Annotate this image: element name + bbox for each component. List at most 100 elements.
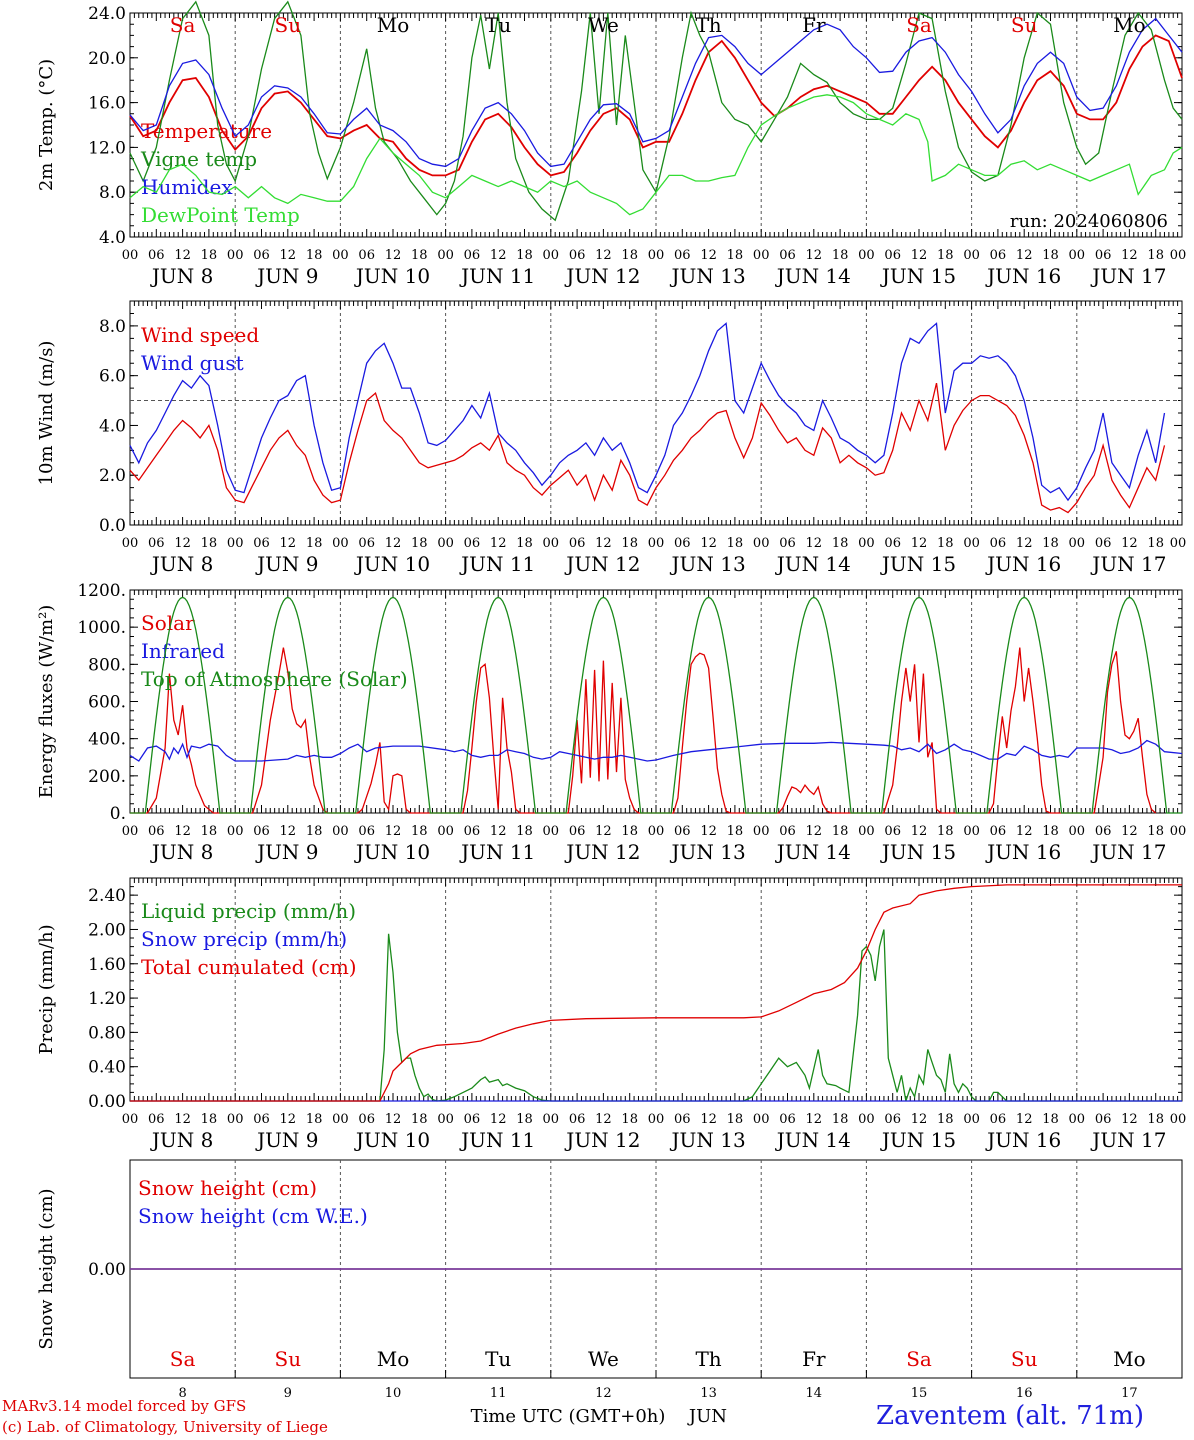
- temp-hour-label: 06: [674, 248, 691, 263]
- precip-y-tick-label: 0.80: [88, 1023, 126, 1043]
- precip-hour-label: 00: [543, 1112, 560, 1127]
- wind-hour-label: 00: [332, 536, 349, 551]
- energy-hour-label: 18: [937, 824, 954, 839]
- energy-hour-label: 18: [201, 824, 218, 839]
- temp-hour-label: 06: [990, 248, 1007, 263]
- precip-date-label: JUN 15: [880, 1128, 956, 1152]
- temp-hour-label: 06: [464, 248, 481, 263]
- precip-hour-label: 18: [306, 1112, 323, 1127]
- precip-hour-label: 06: [1095, 1112, 1112, 1127]
- wind-hour-label: 12: [911, 536, 928, 551]
- temp-hour-label: 12: [700, 248, 717, 263]
- energy-hour-label: 18: [727, 824, 744, 839]
- precip-hour-label: 18: [727, 1112, 744, 1127]
- energy-y-tick-label: 200.: [88, 767, 126, 787]
- energy-hour-label: 12: [595, 824, 612, 839]
- precip-hour-label: 12: [806, 1112, 823, 1127]
- temp-series-temperature: [129, 34, 1183, 177]
- energy-date-label: JUN 10: [354, 840, 430, 864]
- energy-hour-label: 00: [332, 824, 349, 839]
- temp-legend-0: Temperature: [141, 119, 272, 143]
- wind-y-tick-label: 0.0: [99, 516, 126, 536]
- bottom-day-number: 15: [911, 1386, 928, 1401]
- temp-hour-label: 06: [1095, 248, 1112, 263]
- precip-hour-label: 18: [201, 1112, 218, 1127]
- energy-legend-1: Infrared: [141, 639, 225, 663]
- temp-series-humidex: [129, 17, 1183, 168]
- precip-hour-label: 00: [1069, 1112, 1086, 1127]
- precip-hour-label: 06: [358, 1112, 375, 1127]
- precip-date-label: JUN 17: [1090, 1128, 1166, 1152]
- energy-date-label: JUN 17: [1090, 840, 1166, 864]
- energy-y-tick-label: 400.: [88, 730, 126, 750]
- temp-hour-label: 00: [1069, 248, 1086, 263]
- temp-hour-label: 18: [1147, 248, 1164, 263]
- temp-hour-label: 00: [122, 248, 139, 263]
- energy-hour-label: 18: [1042, 824, 1059, 839]
- precip-y-tick-label: 0.00: [88, 1092, 126, 1112]
- top-weekday-label: Mo: [377, 13, 410, 37]
- wind-hour-label: 06: [674, 536, 691, 551]
- top-weekday-label: We: [588, 13, 619, 37]
- energy-date-label: JUN 16: [985, 840, 1061, 864]
- energy-hour-label: 18: [832, 824, 849, 839]
- x-axis-month: JUN: [687, 1406, 727, 1427]
- temp-hour-label: 18: [621, 248, 638, 263]
- precip-date-label: JUN 14: [775, 1128, 851, 1152]
- bottom-day-number: 16: [1016, 1386, 1033, 1401]
- bottom-weekday-label: Mo: [377, 1347, 410, 1371]
- snow-y-tick-label: 0.00: [88, 1260, 126, 1280]
- energy-hour-label: 06: [253, 824, 270, 839]
- precip-hour-label: 18: [1147, 1112, 1164, 1127]
- wind-series-wind-gust: [129, 322, 1166, 502]
- wind-hour-label: 00: [753, 536, 770, 551]
- bottom-day-number: 11: [490, 1386, 507, 1401]
- wind-hour-label: 00: [437, 536, 454, 551]
- precip-hour-label: 18: [516, 1112, 533, 1127]
- energy-hour-label: 12: [280, 824, 297, 839]
- energy-date-label: JUN 11: [459, 840, 535, 864]
- energy-date-label: JUN 14: [775, 840, 851, 864]
- wind-y-minor-ticks: [130, 300, 1182, 526]
- precip-y-tick-label: 1.20: [88, 989, 126, 1009]
- temp-hour-label: 06: [148, 248, 165, 263]
- energy-hour-label: 18: [1147, 824, 1164, 839]
- precip-date-label: JUN 12: [564, 1128, 640, 1152]
- precip-series-liquid-precip-mm-h-: [130, 929, 1182, 1102]
- bottom-day-number: 10: [385, 1386, 402, 1401]
- precip-hour-label: 00: [648, 1112, 665, 1127]
- energy-hour-label: 12: [700, 824, 717, 839]
- energy-legend-0: Solar: [141, 611, 195, 635]
- temp-hour-label: 18: [306, 248, 323, 263]
- precip-date-label: JUN 8: [150, 1128, 213, 1152]
- energy-legend-2: Top of Atmosphere (Solar): [141, 667, 408, 691]
- top-weekday-label: Sa: [906, 13, 932, 37]
- temp-hour-label: 00: [1170, 248, 1187, 263]
- wind-hour-label: 12: [174, 536, 191, 551]
- energy-hour-label: 18: [411, 824, 428, 839]
- top-weekday-label: Mo: [1113, 13, 1146, 37]
- energy-hour-label: 06: [1095, 824, 1112, 839]
- energy-hour-label: 00: [122, 824, 139, 839]
- precip-hour-label: 06: [464, 1112, 481, 1127]
- snow-y-axis-title: Snow height (cm): [36, 1188, 57, 1349]
- bottom-weekday-label: Th: [695, 1347, 721, 1371]
- precip-hour-label: 18: [621, 1112, 638, 1127]
- temp-series-dewpoint-temp: [129, 94, 1183, 216]
- precip-legend-1: Snow precip (mm/h): [141, 927, 347, 951]
- temp-y-tick-label: 4.0: [99, 228, 126, 248]
- energy-date-label: JUN 9: [255, 840, 318, 864]
- temp-y-tick-label: 16.0: [88, 94, 126, 114]
- wind-date-label: JUN 10: [354, 552, 430, 576]
- temp-hour-label: 00: [753, 248, 770, 263]
- temp-hour-label: 00: [227, 248, 244, 263]
- energy-hour-label: 12: [911, 824, 928, 839]
- temp-hour-label: 18: [1042, 248, 1059, 263]
- temp-hour-label: 00: [648, 248, 665, 263]
- bottom-weekday-label: Sa: [906, 1347, 932, 1371]
- wind-hour-label: 12: [1016, 536, 1033, 551]
- temp-date-label: JUN 12: [564, 264, 640, 288]
- energy-date-label: JUN 15: [880, 840, 956, 864]
- energy-y-tick-label: 1000.: [77, 618, 126, 638]
- precip-date-label: JUN 13: [670, 1128, 746, 1152]
